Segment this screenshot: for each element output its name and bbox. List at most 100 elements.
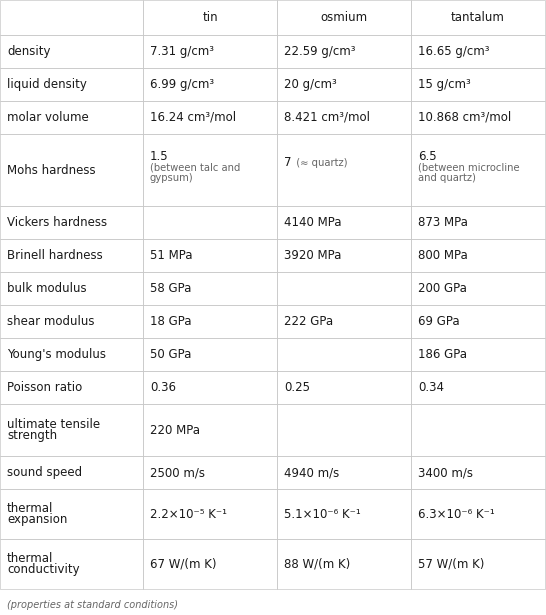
Bar [277, 338, 411, 371]
Text: 8.421 cm³/mol: 8.421 cm³/mol [284, 111, 370, 124]
Bar [411, 134, 545, 206]
Text: 186 GPa: 186 GPa [418, 348, 467, 361]
Text: 2500 m/s: 2500 m/s [150, 466, 205, 479]
Bar [143, 404, 277, 456]
Text: thermal: thermal [7, 552, 54, 565]
Bar [0, 35, 143, 68]
Bar [411, 239, 545, 272]
Text: (≈ quartz): (≈ quartz) [289, 158, 347, 168]
Bar [143, 134, 277, 206]
Bar [0, 305, 143, 338]
Bar [277, 371, 411, 404]
Text: Young's modulus: Young's modulus [7, 348, 106, 361]
Text: Brinell hardness: Brinell hardness [7, 249, 103, 262]
Bar [411, 101, 545, 134]
Text: 6.3×10⁻⁶ K⁻¹: 6.3×10⁻⁶ K⁻¹ [418, 507, 495, 520]
Text: 220 MPa: 220 MPa [150, 424, 200, 437]
Bar [143, 305, 277, 338]
Bar [411, 338, 545, 371]
Text: sound speed: sound speed [7, 466, 82, 479]
Bar [0, 134, 143, 206]
Bar [411, 404, 545, 456]
Text: Mohs hardness: Mohs hardness [7, 164, 96, 177]
Text: 69 GPa: 69 GPa [418, 315, 460, 328]
Bar [411, 272, 545, 305]
Bar [411, 305, 545, 338]
Bar [277, 206, 411, 239]
Text: 222 GPa: 222 GPa [284, 315, 333, 328]
Bar [0, 456, 143, 489]
Bar [143, 456, 277, 489]
Bar [411, 206, 545, 239]
Bar [0, 338, 143, 371]
Text: 6.5: 6.5 [418, 150, 437, 163]
Bar [143, 338, 277, 371]
Bar [277, 489, 411, 539]
Text: 18 GPa: 18 GPa [150, 315, 192, 328]
Bar [277, 68, 411, 101]
Bar [411, 68, 545, 101]
Bar [277, 404, 411, 456]
Text: 3400 m/s: 3400 m/s [418, 466, 473, 479]
Bar [411, 371, 545, 404]
Bar [0, 0, 143, 35]
Bar [411, 456, 545, 489]
Bar [0, 404, 143, 456]
Bar [277, 0, 411, 35]
Text: strength: strength [7, 429, 57, 442]
Text: and quartz): and quartz) [418, 173, 476, 183]
Bar [277, 134, 411, 206]
Bar [143, 101, 277, 134]
Bar [143, 272, 277, 305]
Bar [143, 68, 277, 101]
Text: (between talc and: (between talc and [150, 162, 240, 173]
Text: shear modulus: shear modulus [7, 315, 94, 328]
Bar [143, 539, 277, 589]
Bar [143, 239, 277, 272]
Text: (properties at standard conditions): (properties at standard conditions) [7, 600, 178, 610]
Text: 200 GPa: 200 GPa [418, 282, 467, 295]
Bar [277, 272, 411, 305]
Text: tin: tin [202, 11, 218, 24]
Bar [0, 371, 143, 404]
Text: tantalum: tantalum [451, 11, 505, 24]
Text: density: density [7, 45, 50, 58]
Bar [0, 68, 143, 101]
Text: 58 GPa: 58 GPa [150, 282, 192, 295]
Bar [411, 35, 545, 68]
Text: 88 W/(m K): 88 W/(m K) [284, 558, 350, 571]
Text: 1.5: 1.5 [150, 150, 169, 163]
Text: 3920 MPa: 3920 MPa [284, 249, 341, 262]
Text: 0.25: 0.25 [284, 381, 310, 394]
Bar [0, 539, 143, 589]
Text: 4940 m/s: 4940 m/s [284, 466, 339, 479]
Text: 10.868 cm³/mol: 10.868 cm³/mol [418, 111, 511, 124]
Text: 5.1×10⁻⁶ K⁻¹: 5.1×10⁻⁶ K⁻¹ [284, 507, 361, 520]
Text: 22.59 g/cm³: 22.59 g/cm³ [284, 45, 355, 58]
Text: 4140 MPa: 4140 MPa [284, 216, 341, 229]
Text: 873 MPa: 873 MPa [418, 216, 468, 229]
Bar [143, 206, 277, 239]
Text: 0.36: 0.36 [150, 381, 176, 394]
Text: 15 g/cm³: 15 g/cm³ [418, 78, 471, 91]
Text: 0.34: 0.34 [418, 381, 444, 394]
Text: thermal: thermal [7, 502, 54, 515]
Text: 51 MPa: 51 MPa [150, 249, 193, 262]
Bar [0, 489, 143, 539]
Text: 6.99 g/cm³: 6.99 g/cm³ [150, 78, 214, 91]
Text: molar volume: molar volume [7, 111, 89, 124]
Bar [143, 0, 277, 35]
Text: 7: 7 [284, 156, 292, 169]
Text: 16.24 cm³/mol: 16.24 cm³/mol [150, 111, 236, 124]
Bar [0, 272, 143, 305]
Text: 800 MPa: 800 MPa [418, 249, 468, 262]
Text: (between microcline: (between microcline [418, 162, 520, 173]
Text: Vickers hardness: Vickers hardness [7, 216, 107, 229]
Text: 20 g/cm³: 20 g/cm³ [284, 78, 337, 91]
Bar [277, 539, 411, 589]
Bar [0, 239, 143, 272]
Bar [411, 0, 545, 35]
Text: expansion: expansion [7, 514, 67, 526]
Bar [277, 239, 411, 272]
Bar [143, 35, 277, 68]
